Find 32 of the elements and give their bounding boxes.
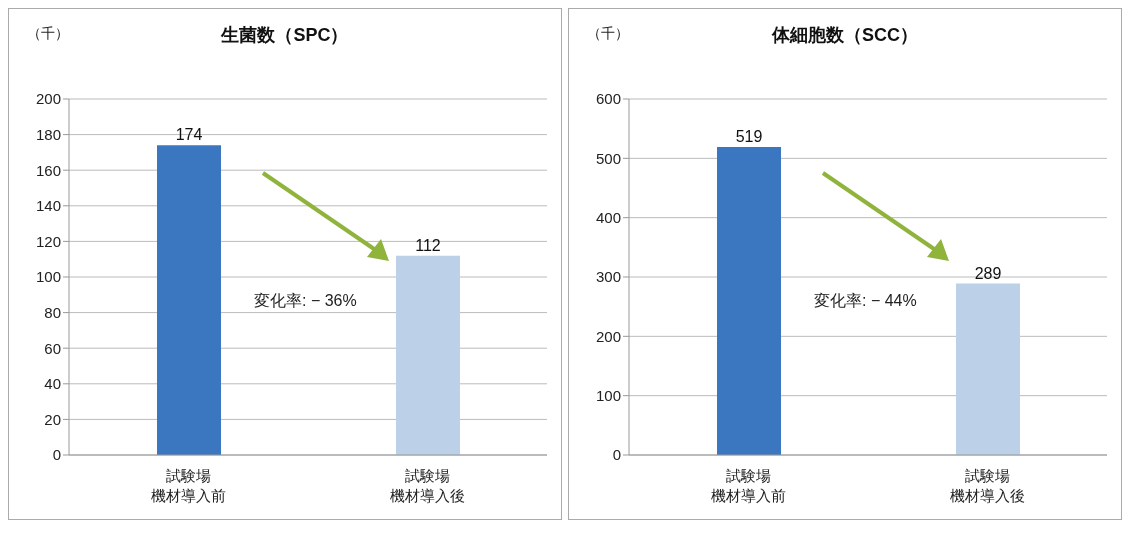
y-tick-label: 0 — [612, 446, 621, 464]
data-label: 519 — [735, 128, 763, 146]
y-tick-label: 180 — [35, 125, 61, 143]
y-tick-label: 300 — [595, 268, 621, 286]
y-tick-label: 40 — [44, 375, 61, 393]
x-tick-label: 試験場機材導入前 — [711, 467, 786, 504]
y-tick-label: 600 — [595, 90, 621, 108]
annotation: 変化率: − 44% — [814, 291, 917, 311]
x-tick-label: 試験場機材導入後 — [390, 467, 465, 504]
y-tick-label: 20 — [44, 410, 61, 428]
y-tick-label: 140 — [35, 197, 61, 215]
y-tick-label: 500 — [595, 149, 621, 167]
chart-title: 体細胞数（SCC） — [771, 25, 918, 45]
data-label: 112 — [415, 236, 441, 254]
y-axis-title: （千） — [587, 25, 629, 43]
y-tick-label: 0 — [52, 446, 61, 464]
y-tick-label: 160 — [35, 161, 61, 179]
y-tick-label: 100 — [595, 386, 621, 404]
data-label: 289 — [974, 264, 1002, 282]
x-tick-label: 試験場機材導入前 — [151, 467, 226, 504]
y-tick-label: 80 — [44, 303, 61, 321]
y-tick-label: 120 — [35, 232, 61, 250]
y-tick-label: 400 — [595, 208, 621, 226]
y-axis-title: （千） — [27, 25, 69, 43]
chart-title: 生菌数（SPC） — [221, 25, 349, 45]
x-tick-label: 試験場機材導入後 — [950, 467, 1025, 504]
y-tick-label: 200 — [35, 90, 61, 108]
data-label: 174 — [175, 126, 203, 144]
y-tick-label: 200 — [595, 327, 621, 345]
annotation: 変化率: − 36% — [254, 291, 357, 311]
y-tick-label: 60 — [44, 339, 61, 357]
y-tick-label: 100 — [35, 268, 61, 286]
